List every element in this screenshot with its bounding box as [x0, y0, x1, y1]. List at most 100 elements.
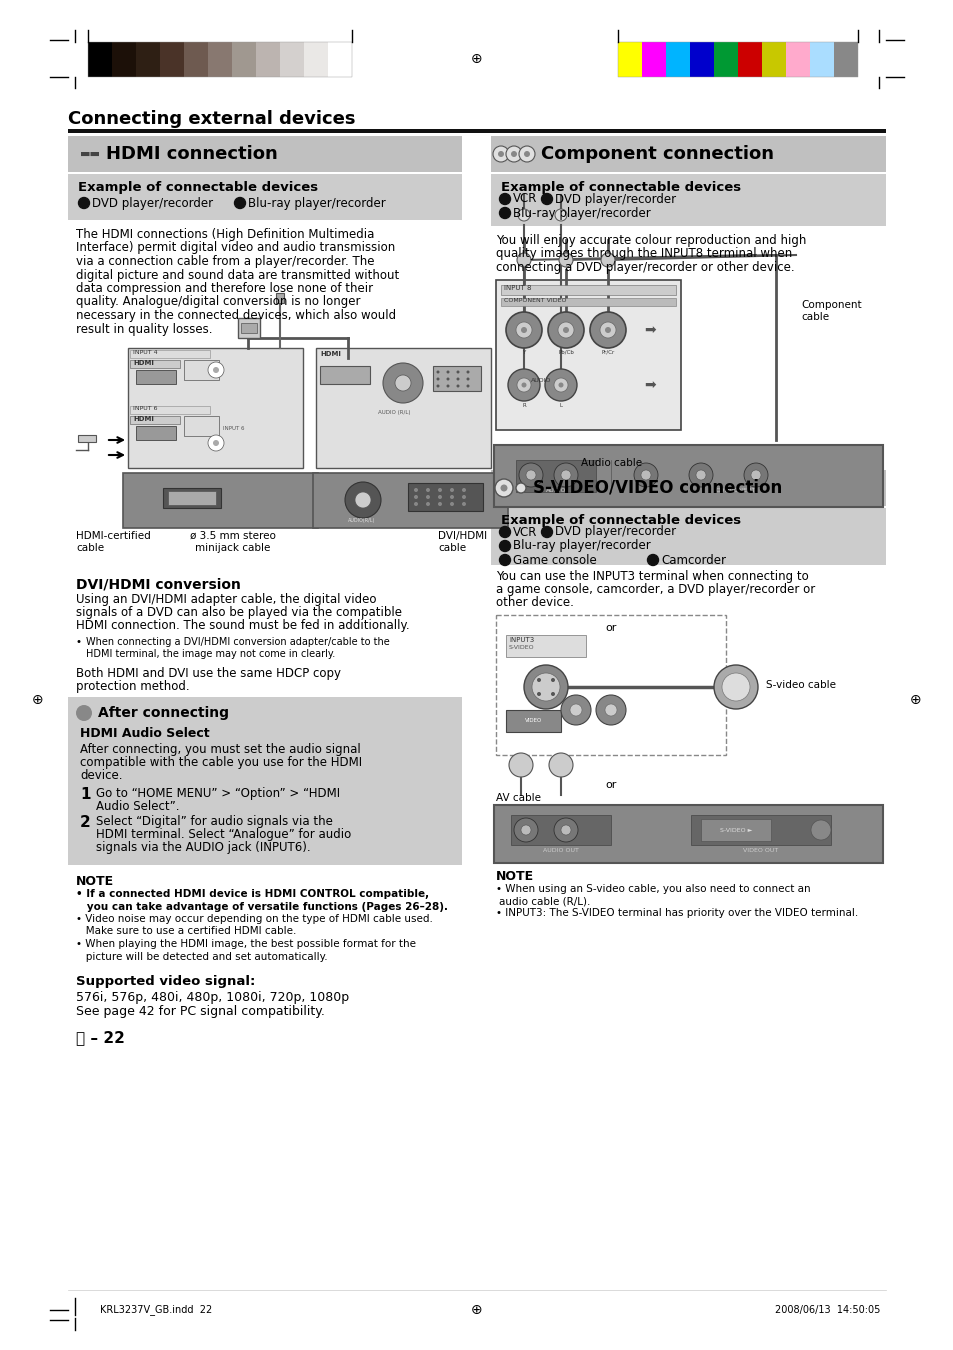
Text: VIDEO: VIDEO	[525, 718, 542, 724]
Bar	[500, 285, 676, 296]
Text: Example of connectable devices: Example of connectable devices	[78, 181, 317, 194]
Circle shape	[554, 463, 578, 487]
Text: ⊕: ⊕	[471, 53, 482, 66]
Text: signals of a DVD can also be played via the compatible: signals of a DVD can also be played via …	[76, 606, 401, 620]
Text: HDMI terminal, the image may not come in clearly.: HDMI terminal, the image may not come in…	[86, 649, 335, 659]
Text: result in quality losses.: result in quality losses.	[76, 323, 213, 336]
Text: necessary in the connected devices, which also would: necessary in the connected devices, whic…	[76, 309, 395, 323]
Circle shape	[520, 825, 531, 836]
Circle shape	[456, 370, 459, 374]
Text: Audio Select”.: Audio Select”.	[96, 801, 179, 813]
Circle shape	[461, 502, 465, 506]
Bar	[496, 279, 680, 431]
Bar	[78, 435, 96, 441]
Bar	[618, 42, 641, 77]
Text: 2: 2	[80, 815, 91, 830]
Circle shape	[466, 370, 469, 374]
Text: other device.: other device.	[496, 595, 574, 609]
Text: Supported video signal:: Supported video signal:	[76, 975, 255, 988]
Circle shape	[537, 693, 540, 697]
Bar	[319, 366, 370, 383]
Text: HDMI: HDMI	[132, 360, 153, 366]
Circle shape	[520, 327, 526, 333]
Bar	[241, 323, 256, 333]
Circle shape	[509, 753, 533, 778]
Bar	[328, 42, 352, 77]
Circle shape	[558, 252, 573, 267]
Circle shape	[517, 378, 531, 392]
Circle shape	[516, 323, 532, 338]
Text: • When using an S-video cable, you also need to connect an: • When using an S-video cable, you also …	[496, 884, 810, 894]
Circle shape	[688, 463, 712, 487]
Text: • If a connected HDMI device is HDMI CONTROL compatible,: • If a connected HDMI device is HDMI CON…	[76, 890, 429, 899]
Text: Using an DVI/HDMI adapter cable, the digital video: Using an DVI/HDMI adapter cable, the dig…	[76, 593, 376, 606]
Circle shape	[437, 487, 441, 491]
Text: AUDIO (R/L): AUDIO (R/L)	[377, 410, 410, 414]
Text: DVI/HDMI
cable: DVI/HDMI cable	[437, 531, 487, 552]
Circle shape	[426, 495, 430, 500]
Circle shape	[560, 470, 571, 481]
Text: HDMI terminal. Select “Analogue” for audio: HDMI terminal. Select “Analogue” for aud…	[96, 828, 351, 841]
Text: DVD player/recorder: DVD player/recorder	[91, 197, 213, 209]
Text: VCR: VCR	[513, 193, 537, 205]
Text: R: R	[521, 404, 525, 408]
Text: Both HDMI and DVI use the same HDCP copy: Both HDMI and DVI use the same HDCP copy	[76, 667, 340, 680]
Circle shape	[208, 362, 224, 378]
Text: • Video noise may occur depending on the type of HDMI cable used.: • Video noise may occur depending on the…	[76, 914, 433, 923]
Circle shape	[499, 208, 510, 219]
Circle shape	[382, 363, 422, 404]
Text: picture will be detected and set automatically.: picture will be detected and set automat…	[76, 952, 327, 961]
Text: Camcorder: Camcorder	[660, 554, 725, 567]
Circle shape	[560, 825, 571, 836]
Bar	[136, 427, 175, 440]
Circle shape	[450, 495, 454, 500]
Circle shape	[499, 193, 510, 204]
Circle shape	[548, 753, 573, 778]
Text: ø 3.5 mm stereo
minijack cable: ø 3.5 mm stereo minijack cable	[190, 531, 275, 552]
Circle shape	[547, 312, 583, 348]
Bar	[88, 42, 352, 77]
Text: Y: Y	[522, 350, 525, 355]
Text: • When playing the HDMI image, the best possible format for the: • When playing the HDMI image, the best …	[76, 940, 416, 949]
Bar	[491, 470, 885, 506]
Bar	[700, 819, 770, 841]
Bar	[184, 42, 208, 77]
Text: INPUT 4: INPUT 4	[132, 350, 157, 355]
Bar	[130, 406, 210, 414]
Circle shape	[500, 485, 507, 491]
Text: HDMI-certified
cable: HDMI-certified cable	[76, 531, 151, 552]
Text: HDMI: HDMI	[132, 416, 153, 423]
Bar	[123, 472, 317, 528]
Bar	[433, 366, 480, 392]
Bar	[184, 416, 219, 436]
Circle shape	[456, 385, 459, 387]
Bar	[68, 130, 885, 134]
Circle shape	[208, 435, 224, 451]
Circle shape	[461, 487, 465, 491]
Text: Example of connectable devices: Example of connectable devices	[500, 181, 740, 194]
Bar	[641, 42, 665, 77]
Circle shape	[450, 502, 454, 506]
Text: You can use the INPUT3 terminal when connecting to: You can use the INPUT3 terminal when con…	[496, 570, 808, 583]
Text: quality images through the INPUT8 terminal when: quality images through the INPUT8 termin…	[496, 247, 791, 261]
Bar	[496, 616, 725, 755]
Bar	[505, 634, 585, 657]
Circle shape	[466, 378, 469, 381]
Bar	[280, 42, 304, 77]
Circle shape	[589, 312, 625, 348]
Bar	[833, 42, 857, 77]
Text: S-VIDEO/VIDEO connection: S-VIDEO/VIDEO connection	[533, 479, 781, 497]
Text: Pb/Cb: Pb/Cb	[558, 350, 574, 355]
Bar	[130, 350, 210, 358]
Bar	[505, 710, 560, 732]
Circle shape	[446, 370, 449, 374]
Text: data compression and therefore lose none of their: data compression and therefore lose none…	[76, 282, 373, 296]
Bar	[491, 136, 885, 171]
Text: Blu-ray player/recorder: Blu-ray player/recorder	[513, 207, 650, 220]
Text: Connecting external devices: Connecting external devices	[68, 109, 355, 128]
Text: • INPUT3: The S-VIDEO terminal has priority over the VIDEO terminal.: • INPUT3: The S-VIDEO terminal has prior…	[496, 909, 858, 918]
Circle shape	[414, 502, 417, 506]
Circle shape	[437, 502, 441, 506]
Bar	[315, 348, 491, 468]
Circle shape	[446, 378, 449, 381]
